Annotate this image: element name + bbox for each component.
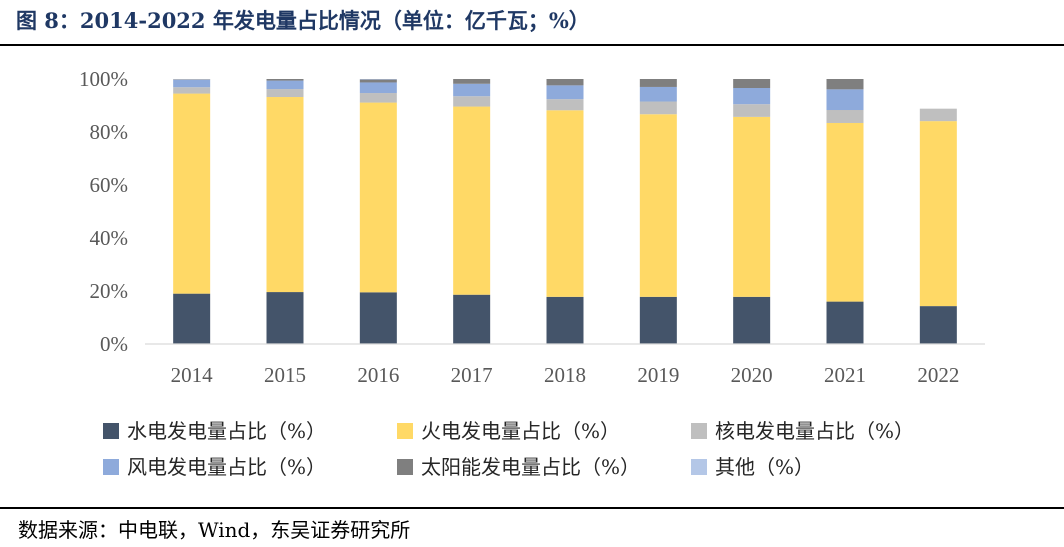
y-tick-label: 100%	[79, 67, 128, 91]
bars	[173, 79, 957, 344]
bar-segment	[546, 99, 584, 111]
legend-swatch	[691, 423, 707, 439]
stacked-bar-chart: 0%20%40%60%80%100% 2014 2015 2016 2017 2018 2…	[79, 67, 985, 479]
bar-segment	[173, 293, 211, 344]
bar-segment	[639, 79, 677, 87]
x-tick-label: 2022	[917, 363, 959, 387]
bar-segment	[359, 93, 397, 103]
bar-segment	[453, 83, 491, 97]
bar-segment	[453, 96, 491, 107]
y-tick-label: 20%	[90, 279, 129, 303]
bar-segment	[546, 296, 584, 344]
x-tick-label: 2015	[264, 363, 306, 387]
bar-segment	[546, 85, 584, 100]
bar-segment	[359, 82, 397, 94]
bar-segment	[733, 296, 771, 344]
bar-segment	[453, 294, 491, 344]
x-tick-label: 2016	[357, 363, 399, 387]
bar-segment	[453, 79, 491, 84]
bar-segment	[826, 110, 864, 123]
bar-segment	[826, 122, 864, 302]
bar-segment	[826, 301, 864, 344]
top-rule	[0, 44, 1064, 46]
x-tick-label: 2018	[544, 363, 586, 387]
bar-segment	[173, 79, 211, 80]
bar-segment	[173, 79, 211, 88]
bar-segment	[639, 101, 677, 115]
x-tick-label: 2020	[731, 363, 773, 387]
bar-segment	[266, 89, 304, 98]
x-tick-label: 2019	[637, 363, 679, 387]
bar-segment	[173, 93, 211, 294]
bar-segment	[733, 116, 771, 297]
bar-segment	[359, 102, 397, 293]
legend-label: 核电发电量占比（%）	[715, 419, 914, 443]
bar-segment	[826, 89, 864, 111]
legend-swatch	[103, 423, 119, 439]
legend: 水电发电量占比（%） 火电发电量占比（%） 核电发电量占比（%） 风电发电量占比（%）…	[103, 419, 914, 479]
bar-segment	[266, 79, 304, 81]
bar-segment	[733, 79, 771, 89]
bar-segment	[359, 79, 397, 83]
x-tick-label: 2021	[824, 363, 866, 387]
y-axis: 0% 20% 40% 60% 80% 100%	[79, 67, 128, 356]
bar-segment	[826, 79, 864, 90]
legend-label: 风电发电量占比（%）	[127, 455, 326, 479]
y-tick-label: 40%	[90, 226, 129, 250]
bar-segment	[266, 97, 304, 293]
y-tick-label: 80%	[90, 120, 129, 144]
legend-label: 太阳能发电量占比（%）	[421, 455, 640, 479]
source-note: 数据来源：中电联，Wind，东吴证券研究所	[18, 518, 411, 542]
x-tick-label: 2014	[171, 363, 214, 387]
bar-segment	[359, 292, 397, 344]
bar-segment	[359, 79, 397, 80]
legend-swatch	[691, 459, 707, 475]
bar-segment	[733, 104, 771, 117]
legend-label: 火电发电量占比（%）	[421, 419, 620, 443]
bar-segment	[733, 88, 771, 105]
bar-segment	[453, 106, 491, 295]
legend-swatch	[397, 459, 413, 475]
legend-swatch	[397, 423, 413, 439]
bar-segment	[173, 87, 211, 94]
bar-segment	[266, 292, 304, 344]
bar-segment	[919, 121, 957, 307]
bar-segment	[919, 306, 957, 344]
bar-segment	[266, 80, 304, 90]
y-tick-label: 0%	[100, 332, 128, 356]
x-tick-label: 2017	[451, 363, 493, 387]
bar-segment	[919, 108, 957, 122]
legend-swatch	[103, 459, 119, 475]
bar-segment	[639, 86, 677, 102]
bar-segment	[546, 79, 584, 86]
chart-title: 图 8：2014-2022 年发电量占比情况（单位：亿千瓦；%）	[16, 8, 590, 33]
bar-segment	[639, 296, 677, 344]
x-axis: 2014 2015 2016 2017 2018 2019 2020 2021 2022	[145, 343, 985, 387]
y-tick-label: 60%	[90, 173, 129, 197]
bar-segment	[639, 114, 677, 297]
legend-label: 水电发电量占比（%）	[127, 419, 326, 443]
bar-segment	[546, 110, 584, 297]
legend-label: 其他（%）	[715, 455, 814, 479]
bottom-rule	[0, 507, 1064, 509]
